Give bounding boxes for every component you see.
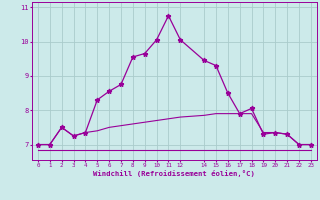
X-axis label: Windchill (Refroidissement éolien,°C): Windchill (Refroidissement éolien,°C) — [93, 170, 255, 177]
